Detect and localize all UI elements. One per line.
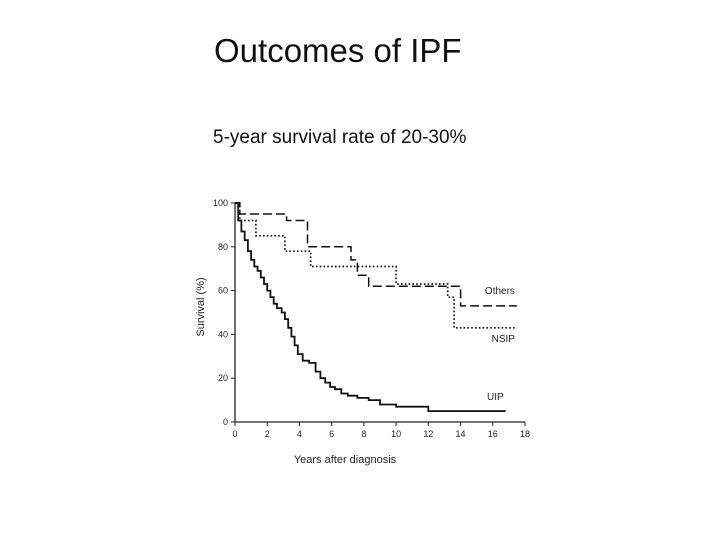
slide-title: Outcomes of IPF — [214, 32, 462, 69]
series-line-others — [235, 202, 517, 307]
x-tick-labels: 0 2 4 6 8 10 12 14 16 18 — [232, 422, 530, 439]
series-line-nsip — [235, 202, 517, 329]
series-line-uip — [235, 202, 506, 412]
y-tick-label: 80 — [218, 242, 228, 252]
slide-subtitle: 5-year survival rate of 20-30% — [213, 127, 467, 148]
x-tick-label: 2 — [265, 429, 270, 439]
x-tick-label: 18 — [520, 429, 530, 439]
y-tick-label: 40 — [218, 329, 228, 339]
x-tick-label: 14 — [456, 429, 466, 439]
x-tick-label: 12 — [423, 429, 433, 439]
x-tick-label: 16 — [488, 429, 498, 439]
series-labels: Others NSIP UIP — [485, 286, 515, 403]
series-label-others: Others — [485, 286, 515, 297]
y-tick-label: 20 — [218, 373, 228, 383]
survival-chart: 0 2 4 6 8 10 12 14 16 18 0 20 40 60 80 100 Others NSIP U… — [195, 198, 530, 466]
y-tick-label: 60 — [218, 286, 228, 296]
y-axis-label: Survival (%) — [195, 277, 207, 336]
y-tick-labels: 0 20 40 60 80 100 — [213, 198, 235, 427]
series-label-nsip: NSIP — [492, 334, 516, 345]
chart-axes — [234, 203, 525, 423]
series-label-uip: UIP — [487, 392, 504, 403]
x-tick-label: 0 — [232, 429, 237, 439]
x-tick-label: 10 — [391, 429, 401, 439]
x-tick-label: 8 — [361, 429, 366, 439]
series-lines — [235, 202, 517, 412]
x-tick-label: 6 — [329, 429, 334, 439]
y-tick-label: 0 — [223, 417, 228, 427]
y-tick-label: 100 — [213, 198, 228, 208]
x-tick-label: 4 — [297, 429, 302, 439]
x-axis-label: Years after diagnosis — [294, 454, 397, 466]
